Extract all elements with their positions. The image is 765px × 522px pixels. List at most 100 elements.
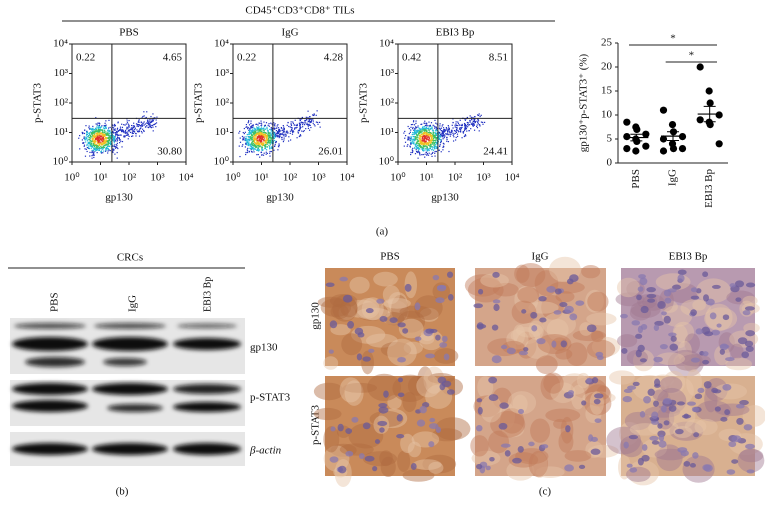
flow-event bbox=[125, 130, 127, 132]
flow-event bbox=[422, 149, 424, 151]
nucleus bbox=[396, 433, 405, 439]
flow-event bbox=[151, 119, 153, 121]
flow-event bbox=[265, 133, 267, 135]
flow-event bbox=[90, 142, 92, 144]
nucleus bbox=[506, 347, 516, 355]
flow-event bbox=[258, 139, 260, 141]
flow-event bbox=[103, 146, 105, 148]
flow-event bbox=[138, 124, 140, 126]
flow-event bbox=[443, 129, 445, 131]
flow-event bbox=[153, 123, 156, 125]
flow-event bbox=[415, 126, 417, 128]
x-tick-label: 10¹ bbox=[419, 172, 433, 184]
flow-event bbox=[315, 121, 318, 123]
nucleus bbox=[338, 465, 347, 474]
nucleus bbox=[620, 313, 628, 319]
flow-event bbox=[422, 140, 424, 142]
flow-event bbox=[266, 126, 268, 128]
flow-event bbox=[313, 113, 315, 115]
flow-event bbox=[299, 124, 301, 127]
flow-event bbox=[421, 143, 423, 145]
flow-event bbox=[117, 147, 119, 150]
flow-event bbox=[418, 127, 420, 129]
quadrant-value: 30.80 bbox=[157, 146, 182, 158]
nucleus bbox=[639, 358, 647, 363]
flow-event bbox=[425, 126, 428, 128]
flow-event bbox=[265, 141, 267, 143]
flow-event bbox=[256, 142, 258, 144]
flow-event bbox=[98, 148, 100, 150]
stain bbox=[705, 303, 733, 332]
flow-event bbox=[421, 130, 423, 133]
flow-event bbox=[252, 138, 255, 140]
x-tick-label: IgG bbox=[667, 169, 679, 186]
flow-event bbox=[249, 147, 251, 149]
flow-event bbox=[254, 145, 257, 147]
flow-event bbox=[107, 144, 109, 146]
nucleus bbox=[578, 464, 586, 470]
flow-event bbox=[284, 131, 286, 133]
stain bbox=[339, 377, 362, 403]
flow-event bbox=[444, 135, 446, 137]
flow-event bbox=[271, 146, 273, 148]
stain bbox=[507, 391, 537, 415]
ihc-image bbox=[313, 366, 471, 488]
flow-event bbox=[253, 149, 255, 151]
flow-event bbox=[97, 139, 99, 141]
flow-event bbox=[422, 144, 424, 147]
flow-event bbox=[113, 142, 115, 144]
flow-event bbox=[136, 131, 139, 133]
flow-event bbox=[88, 125, 90, 127]
nucleus bbox=[397, 392, 405, 398]
flow-event bbox=[279, 134, 281, 136]
flow-event bbox=[112, 124, 114, 126]
nucleus bbox=[553, 310, 562, 315]
flow-event bbox=[452, 134, 454, 136]
flow-event bbox=[269, 132, 271, 134]
flow-event bbox=[251, 151, 253, 153]
flow-event bbox=[115, 134, 117, 136]
nucleus bbox=[725, 357, 735, 362]
flow-event bbox=[248, 129, 250, 131]
flow-event bbox=[139, 128, 141, 130]
flow-event bbox=[415, 129, 417, 131]
data-point bbox=[632, 147, 640, 155]
flow-event bbox=[252, 136, 254, 138]
stain bbox=[471, 450, 501, 466]
flow-event bbox=[307, 127, 310, 129]
flow-event bbox=[241, 135, 244, 138]
nucleus bbox=[621, 348, 628, 354]
flow-event bbox=[86, 145, 88, 147]
flow-event bbox=[242, 131, 244, 134]
flow-event bbox=[257, 131, 259, 133]
flow-event bbox=[425, 132, 427, 135]
flow-event bbox=[273, 134, 276, 136]
flow-event bbox=[457, 135, 459, 138]
flow-event bbox=[285, 131, 287, 133]
flow-event bbox=[256, 143, 258, 145]
nucleus bbox=[695, 328, 703, 335]
flow-event bbox=[151, 120, 154, 122]
flow-event bbox=[132, 129, 134, 131]
flow-event bbox=[244, 139, 246, 141]
flow-event bbox=[261, 144, 263, 147]
flow-event bbox=[250, 144, 252, 146]
flow-event bbox=[91, 155, 93, 157]
flow-event bbox=[105, 137, 108, 139]
nucleus bbox=[435, 334, 441, 341]
flow-event bbox=[304, 119, 306, 122]
nucleus bbox=[329, 320, 338, 329]
flow-event bbox=[275, 133, 277, 135]
flow-event bbox=[102, 146, 104, 148]
flow-event bbox=[304, 121, 306, 123]
flow-event bbox=[113, 144, 115, 146]
flow-event bbox=[426, 150, 429, 152]
flow-event bbox=[92, 142, 94, 145]
flow-event bbox=[413, 143, 415, 145]
flow-event bbox=[104, 122, 106, 124]
flow-event bbox=[123, 130, 125, 133]
flow-event bbox=[293, 128, 296, 130]
flow-event bbox=[91, 145, 93, 147]
stain bbox=[692, 299, 706, 311]
flow-event bbox=[430, 136, 432, 138]
